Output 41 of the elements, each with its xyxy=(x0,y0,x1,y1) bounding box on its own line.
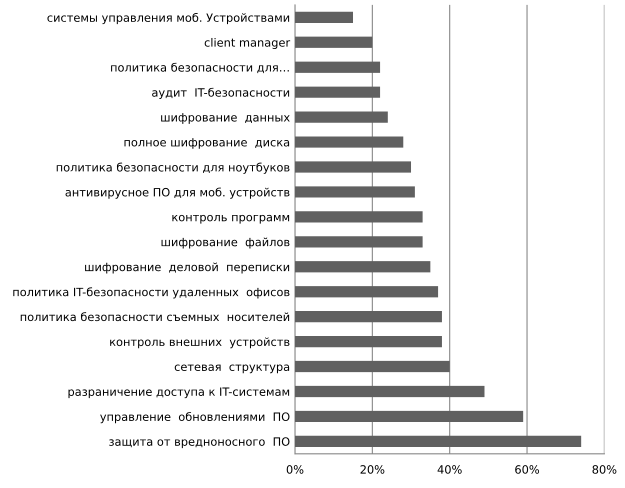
y-tick-label: контроль программ xyxy=(172,214,290,224)
bar xyxy=(295,186,415,198)
y-tick-label: системы управления моб. Устройствами xyxy=(47,12,290,24)
x-tick-label: 80% xyxy=(592,465,616,474)
y-tick-label: защита от вредноносного ПО xyxy=(109,437,290,448)
y-tick-label: политика безопасности для… xyxy=(111,62,289,74)
bar xyxy=(295,136,404,148)
y-tick-label: полное шифрование диска xyxy=(124,138,290,149)
y-tick-label: политика безопасности съемных носителей xyxy=(20,312,290,322)
bar xyxy=(295,12,354,23)
y-tick-label: client manager xyxy=(204,38,290,49)
x-tick-label: 40% xyxy=(438,465,462,474)
y-tick-label: шифрование данных xyxy=(161,113,290,124)
x-tick-label: 0% xyxy=(286,465,304,474)
bar xyxy=(295,211,423,222)
y-tick-label: шифрование файлов xyxy=(162,238,290,249)
y-tick-label: антивирусное ПО для моб. устройств xyxy=(66,188,290,199)
y-tick-label: политика IT-безопасности удаленных офисов xyxy=(13,287,290,299)
y-tick-label: шифрование деловой переписки xyxy=(85,262,290,274)
bar xyxy=(295,410,524,422)
bar xyxy=(295,336,442,348)
bar xyxy=(295,311,442,322)
bar xyxy=(295,286,438,298)
bar xyxy=(295,86,380,98)
bar xyxy=(295,360,450,372)
bar xyxy=(295,386,484,398)
bar xyxy=(295,161,412,173)
y-tick-label: сетевая структура xyxy=(174,364,290,374)
bar xyxy=(295,112,388,123)
bar xyxy=(295,36,372,48)
bar xyxy=(295,62,380,73)
x-tick-label: 60% xyxy=(515,465,540,474)
x-tick-label: 20% xyxy=(360,465,384,474)
y-tick-label: политика безопасности для ноутбуков xyxy=(56,162,290,174)
y-tick-label: управление обновлениями ПО xyxy=(100,412,290,424)
bar xyxy=(295,236,423,248)
y-tick-label: разраничение доступа к IT-системам xyxy=(68,388,290,398)
bar xyxy=(295,436,582,447)
y-tick-label: контроль внешних устройств xyxy=(110,337,290,348)
y-tick-label: аудит IT-безопасности xyxy=(152,88,290,99)
bar xyxy=(295,261,430,272)
